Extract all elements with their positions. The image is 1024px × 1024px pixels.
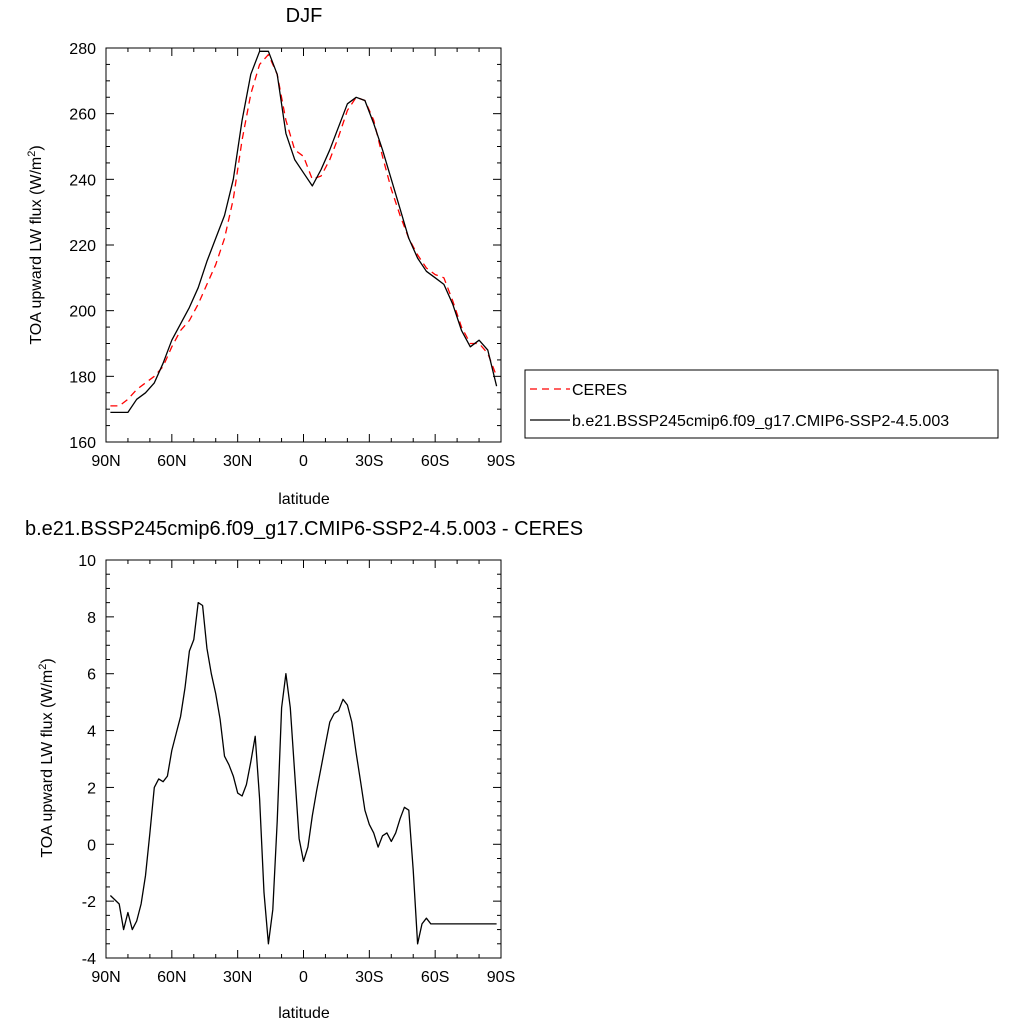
bottom-series-line-0	[109, 601, 497, 945]
top-x-axis-label: latitude	[278, 491, 330, 508]
top-plot-frame	[105, 47, 502, 443]
bottom-plot-frame	[105, 559, 502, 959]
top-chart: DJF 90N 60N 30N 0 30S 60S 90S 160 180 200 220 240 26…	[26, 5, 999, 508]
y-tick-label: 240	[69, 172, 96, 189]
x-tick-label: 60N	[157, 453, 186, 470]
legend-label-ceres: CERES	[572, 382, 627, 399]
x-tick-label: 30S	[355, 969, 383, 986]
y-tick-label: -4	[82, 951, 96, 968]
x-tick-label: 90S	[487, 453, 515, 470]
y-tick-label: 6	[87, 667, 96, 684]
x-tick-label: 30N	[223, 453, 252, 470]
y-tick-label: 10	[78, 553, 96, 570]
x-tick-label: 90S	[487, 969, 515, 986]
top-series-line-1	[110, 50, 498, 414]
x-tick-label: 60S	[421, 969, 449, 986]
y-tick-label: 0	[87, 837, 96, 854]
x-tick-label: 0	[299, 453, 308, 470]
top-legend: CERES b.e21.BSSP245cmip6.f09_g17.CMIP6-S…	[524, 369, 999, 439]
y-tick-label: 160	[69, 435, 96, 452]
x-tick-label: 90N	[91, 969, 120, 986]
legend-box	[524, 369, 999, 439]
bottom-x-axis-label: latitude	[278, 1005, 330, 1022]
bottom-chart-title: b.e21.BSSP245cmip6.f09_g17.CMIP6-SSP2-4.…	[25, 518, 583, 540]
top-series-group	[110, 50, 498, 414]
y-tick-label: 220	[69, 238, 96, 255]
y-tick-label: 4	[87, 724, 96, 741]
y-tick-label: 200	[69, 304, 96, 321]
x-tick-label: 0	[299, 969, 308, 986]
bottom-axis-ticks: 90N 60N 30N 0 30S 60S 90S -4 -2 0 2 4 6 8 10	[78, 553, 515, 986]
top-axis-ticks: 90N 60N 30N 0 30S 60S 90S 160 180 200 220 240 260 280	[69, 41, 515, 470]
x-tick-label: 30S	[355, 453, 383, 470]
top-chart-title: DJF	[286, 5, 323, 27]
x-tick-label: 30N	[223, 969, 252, 986]
x-tick-label: 90N	[91, 453, 120, 470]
top-y-axis-label: TOA upward LW flux (W/m2)	[26, 145, 45, 344]
top-series-line-0	[110, 53, 498, 407]
legend-label-model: b.e21.BSSP245cmip6.f09_g17.CMIP6-SSP2-4.…	[572, 413, 949, 430]
y-tick-label: 260	[69, 107, 96, 124]
x-tick-label: 60S	[421, 453, 449, 470]
y-tick-label: 180	[69, 369, 96, 386]
y-tick-label: 8	[87, 610, 96, 627]
bottom-series-group	[109, 601, 497, 945]
bottom-y-axis-label: TOA upward LW flux (W/m2)	[37, 658, 56, 857]
y-tick-label: -2	[82, 894, 96, 911]
y-tick-label: 2	[87, 780, 96, 797]
bottom-chart: b.e21.BSSP245cmip6.f09_g17.CMIP6-SSP2-4.…	[25, 518, 583, 1022]
x-tick-label: 60N	[157, 969, 186, 986]
y-tick-label: 280	[69, 41, 96, 58]
